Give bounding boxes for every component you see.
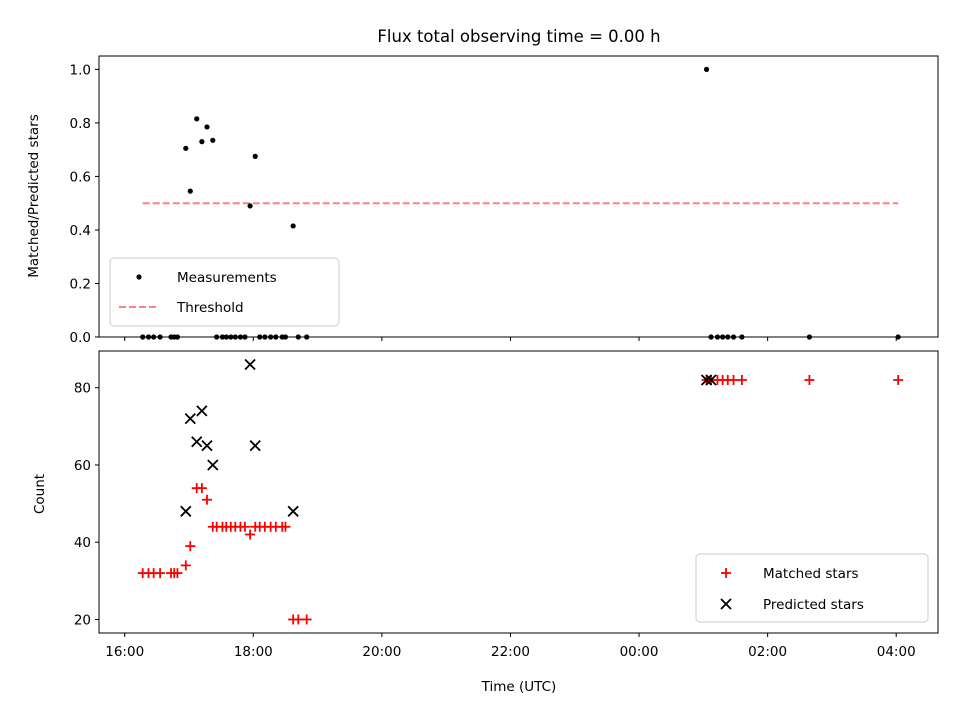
top-plot-area: 0.0 0.2 0.4 0.6 0.8 1.0 [70,62,901,346]
matched-star-point [301,614,312,625]
predicted-star-point [287,505,299,517]
top-legend: Measurements Threshold [109,257,340,327]
measurement-point [187,188,193,194]
bottom-legend-box [695,553,929,623]
threshold-legend-label: Threshold [176,300,244,316]
bottom-y-tick-label: 40 [74,535,91,551]
top-legend-box [109,257,340,327]
x-tick-label: 16:00 [105,644,144,660]
x-tick-label: 04:00 [877,644,916,660]
predicted-star-point [184,412,196,425]
measurement-point [252,153,258,159]
predicted-stars-legend-marker [720,598,732,610]
top-chart-title: Flux total observing time = 0.00 h [377,27,660,46]
predicted-star-point [180,505,192,517]
measurement-point [247,203,253,209]
bottom-y-tick-label: 20 [74,612,91,628]
measurement-point [199,139,205,145]
bottom-y-tick-label: 60 [74,458,91,474]
predicted-star-point [196,405,208,417]
bottom-y-axis-label: Count [32,474,48,514]
top-y-tick-label: 0.8 [70,116,91,132]
top-y-tick-label: 1.0 [70,62,91,78]
matched-star-point [293,614,304,625]
matched-star-point [804,374,815,385]
matched-star-point [155,568,166,579]
predicted-stars-legend-label: Predicted stars [763,597,864,613]
measurements-legend-label: Measurements [177,270,277,286]
top-axes-frame [98,55,939,338]
x-tick-label: 22:00 [491,644,530,660]
measurement-point [204,124,210,130]
measurement-point [194,116,200,122]
predicted-star-point [244,358,256,371]
matched-star-point [736,374,747,385]
measurement-point [210,137,216,143]
measurement-point [290,223,296,229]
top-y-tick-label: 0.2 [70,276,91,292]
matched-star-point [185,541,196,552]
matched-star-point [245,529,256,540]
matched-stars-legend-label: Matched stars [763,566,859,582]
top-y-tick-label: 0.6 [70,169,91,185]
bottom-axes-frame [98,350,939,634]
top-y-axis-label: Matched/Predicted stars [26,114,42,277]
matched-star-point [280,521,291,532]
top-y-tick-label: 0.0 [70,330,91,346]
predicted-star-point [700,374,713,386]
predicted-star-point [207,459,219,471]
top-y-tick-label: 0.4 [70,223,91,239]
matched-star-point [239,521,250,532]
matched-star-point [172,568,183,579]
predicted-star-point [705,374,717,386]
predicted-star-point [191,436,203,448]
measurement-point [183,145,189,151]
x-axis-label: Time (UTC) [481,679,557,695]
bottom-plot-area: 20 40 60 80 16:00 18:00 20:00 22:00 00:00 02:00 04… [74,358,916,660]
matched-star-point [196,483,207,494]
measurement-point [703,66,710,72]
matched-star-point [728,374,739,385]
x-tick-label: 02:00 [748,644,787,660]
matched-star-point [180,560,191,571]
x-tick-label: 20:00 [362,644,401,660]
predicted-star-point [249,440,261,452]
x-tick-label: 00:00 [620,644,659,660]
bottom-y-tick-label: 80 [74,381,91,397]
predicted-star-point [201,440,213,452]
matched-star-point [202,494,213,505]
matched-star-point [893,374,904,385]
matched-stars-legend-marker [721,568,731,578]
bottom-legend: Matched stars Predicted stars [695,553,929,623]
x-tick-label: 18:00 [234,644,273,660]
measurements-legend-marker [136,274,142,280]
